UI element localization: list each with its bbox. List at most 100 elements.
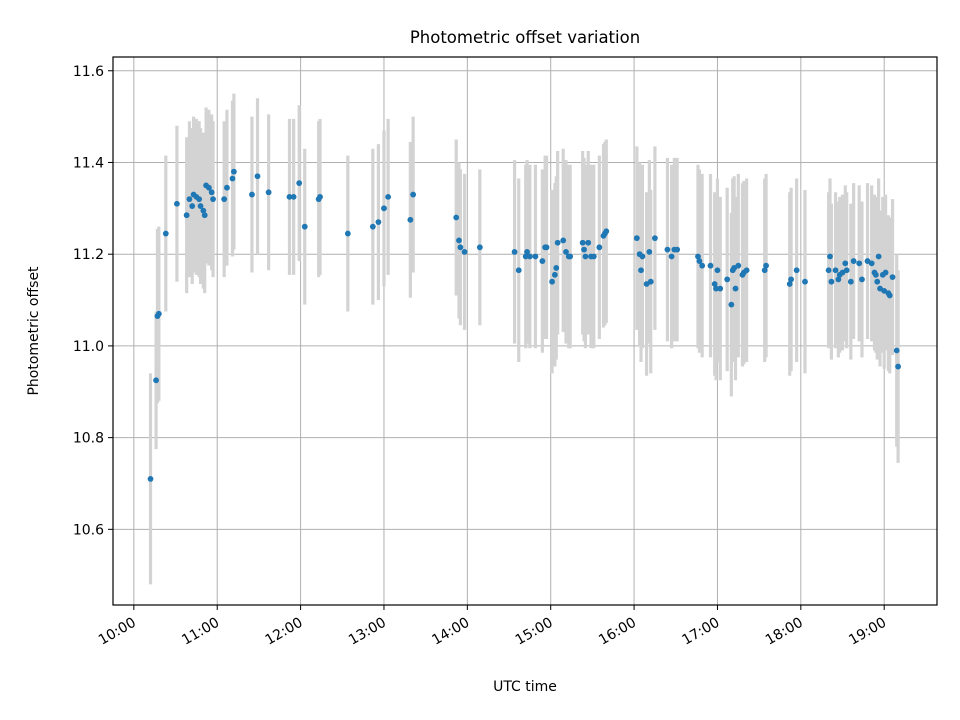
data-point [827, 253, 833, 260]
data-point [579, 239, 586, 246]
y-tick-label: 11.2 [73, 247, 104, 263]
data-point [230, 168, 237, 175]
data-point [724, 276, 731, 283]
data-point [850, 258, 857, 264]
x-tick-label: 12:00 [263, 615, 306, 649]
data-point [859, 276, 865, 283]
data-point [603, 228, 610, 235]
data-point [532, 253, 539, 260]
data-point [835, 276, 842, 283]
data-point [786, 281, 793, 287]
y-tick-label: 11.6 [73, 64, 104, 80]
y-tick-label: 10.6 [73, 522, 104, 538]
data-point [843, 267, 850, 274]
data-point [200, 207, 207, 214]
data-point [205, 184, 212, 191]
data-point [732, 285, 739, 292]
x-axis-ticks: 10:00 11:00 12:00 13:00 14:00 15:00 16:00 17:00… [96, 605, 889, 649]
data-point [872, 271, 879, 278]
data-point [317, 193, 323, 200]
data-point [515, 267, 522, 274]
data-point [344, 230, 351, 237]
data-point [196, 196, 203, 203]
data-point [162, 230, 169, 237]
data-point [668, 253, 675, 260]
data-point [221, 196, 228, 203]
y-tick-label: 11.0 [73, 339, 104, 355]
data-point [249, 191, 255, 198]
data-point [410, 191, 417, 198]
data-point [197, 203, 204, 209]
data-point [868, 260, 875, 267]
data-point [296, 180, 303, 187]
data-point [153, 377, 159, 384]
data-point [229, 175, 236, 182]
data-point [832, 267, 839, 274]
data-point [882, 269, 889, 276]
data-point [728, 301, 735, 308]
data-point [761, 267, 768, 274]
data-point [301, 223, 308, 230]
chart-title: Photometric offset variation [410, 28, 640, 47]
x-tick-label: 14:00 [429, 615, 472, 649]
data-point [825, 267, 832, 274]
data-point [563, 248, 569, 255]
x-tick-label: 18:00 [763, 615, 806, 649]
data-point [453, 214, 460, 221]
data-point [699, 262, 706, 269]
data-point [183, 212, 190, 219]
x-axis-label: UTC time [493, 679, 557, 695]
data-point [511, 248, 518, 255]
x-tick-label: 13:00 [346, 615, 389, 649]
y-tick-label: 10.8 [73, 431, 104, 447]
data-point [717, 285, 724, 292]
data-point [886, 292, 893, 299]
data-point [842, 260, 849, 267]
data-point [713, 285, 719, 292]
data-point [875, 253, 882, 260]
data-point [543, 244, 550, 251]
data-point [802, 278, 808, 285]
data-point [707, 262, 714, 269]
data-point [553, 265, 560, 271]
data-point [407, 216, 414, 223]
data-point [290, 193, 297, 200]
y-tick-label: 11.4 [73, 155, 104, 171]
data-point [638, 267, 644, 274]
y-axis-label: Photometric offset [26, 266, 42, 396]
data-point [369, 223, 376, 230]
data-point [549, 278, 555, 285]
data-point [793, 267, 800, 274]
data-point [526, 253, 533, 260]
data-point [457, 244, 464, 251]
data-point [889, 274, 896, 281]
data-point [224, 184, 230, 191]
data-point [201, 212, 208, 219]
data-point [874, 278, 881, 285]
data-point [210, 196, 216, 203]
x-tick-label: 11:00 [179, 615, 222, 649]
data-point [735, 262, 742, 269]
data-point [633, 235, 640, 242]
data-point [856, 260, 863, 267]
error-bars [148, 93, 900, 585]
data-point [147, 475, 154, 482]
x-tick-label: 17:00 [679, 615, 722, 649]
data-point [696, 258, 703, 264]
data-point [695, 253, 701, 260]
data-point [581, 246, 587, 253]
data-point [674, 246, 681, 253]
data-point [189, 203, 196, 209]
data-point [174, 200, 180, 207]
x-tick-label: 15:00 [513, 615, 556, 649]
data-point [560, 237, 567, 244]
data-point [596, 244, 603, 251]
data-point [582, 253, 589, 260]
data-point [647, 278, 654, 285]
data-point [186, 196, 193, 203]
data-point [743, 267, 750, 274]
x-tick-label: 19:00 [846, 615, 889, 649]
data-point [893, 347, 900, 354]
data-point [385, 193, 392, 200]
